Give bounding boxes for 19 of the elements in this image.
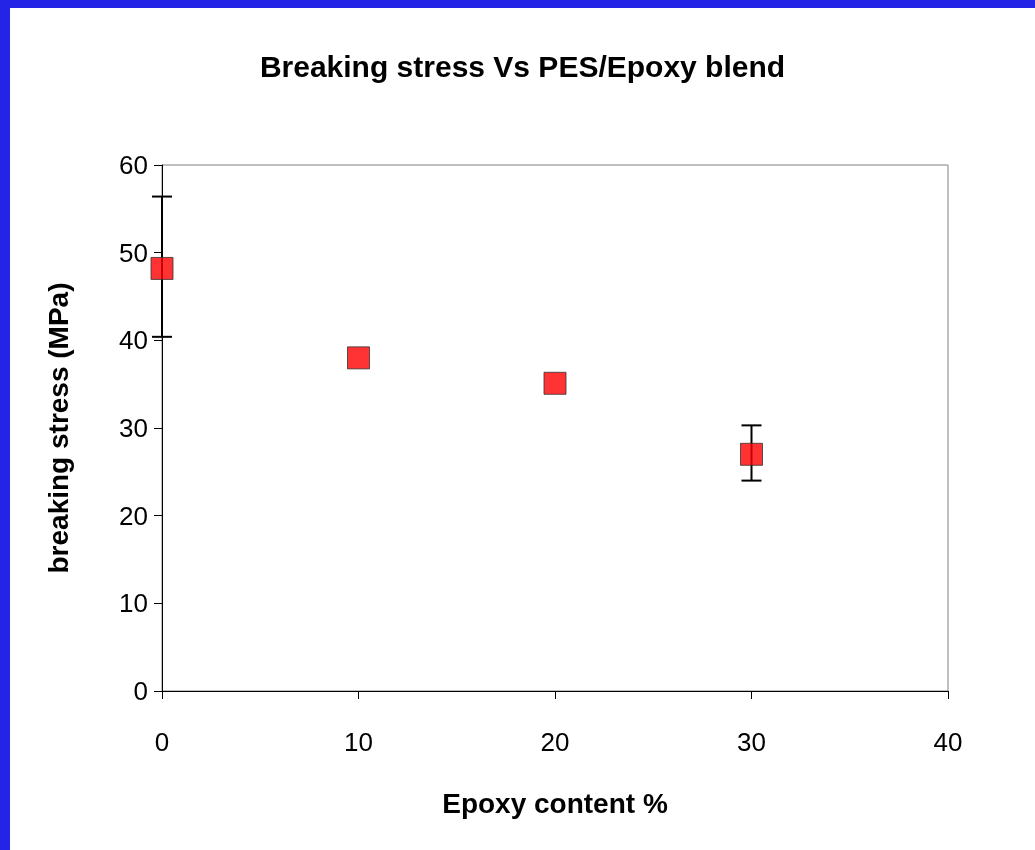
point bbox=[347, 346, 370, 370]
x-tick-label: 40 bbox=[933, 727, 963, 757]
chart-title: Breaking stress Vs PES/Epoxy blend bbox=[259, 49, 786, 83]
x-tick-label: 10 bbox=[344, 727, 373, 757]
point bbox=[543, 371, 567, 395]
x-tick-label: 0 bbox=[154, 727, 170, 757]
point bbox=[740, 442, 763, 466]
y-tick-label: 40 bbox=[119, 325, 148, 356]
x-tick-label: 30 bbox=[737, 727, 766, 757]
x-tick-label: 20 bbox=[540, 727, 570, 757]
y-tick-label: 20 bbox=[119, 500, 148, 531]
y-tick-label: 10 bbox=[119, 588, 148, 619]
y-tick-label: 0 bbox=[133, 676, 148, 706]
x-axis-title: Epoxy content % bbox=[442, 787, 668, 819]
y-tick-label: 60 bbox=[119, 150, 148, 180]
point bbox=[150, 256, 174, 280]
y-axis-title: breaking stress (MPa) bbox=[42, 282, 74, 574]
y-tick-label: 30 bbox=[119, 413, 148, 443]
y-tick-label: 50 bbox=[119, 237, 148, 268]
